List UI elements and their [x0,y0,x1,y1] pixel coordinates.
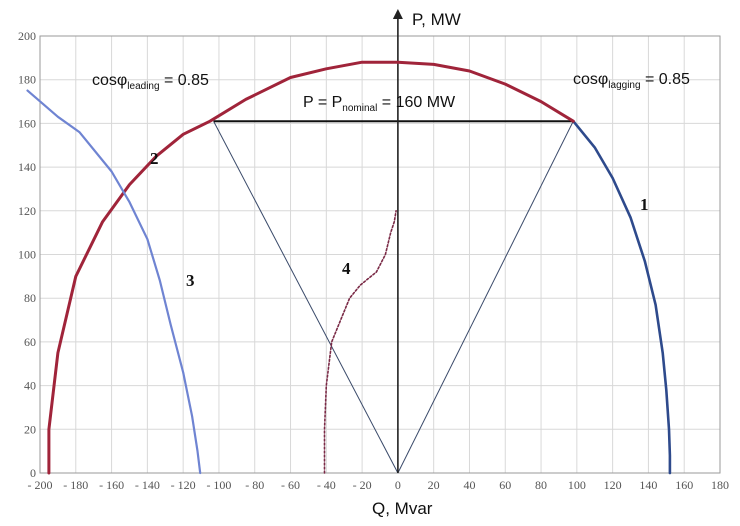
x-tick-label: - 200 [28,478,53,492]
curve-1 [571,119,672,475]
plot-frame [39,35,721,474]
x-tick-label: 0 [395,478,401,492]
y-tick-label: 100 [18,248,36,262]
x-tick-label: 20 [428,478,440,492]
x-tick-label: - 180 [63,478,88,492]
nominal-power-annotation: P = Pnominal = 160 MW [303,94,456,114]
y-tick-label: 180 [18,73,36,87]
cos-lagging-line [397,120,574,474]
curves [26,60,672,475]
y-tick-label: 20 [24,422,36,436]
curve-2 [47,60,575,475]
guide-lines [213,120,574,474]
y-tick-label: 140 [18,160,36,174]
x-tick-label: - 160 [99,478,124,492]
y-tick-label: 160 [18,116,36,130]
cos-leading-line [213,120,399,474]
x-tick-label: - 20 [353,478,372,492]
y-tick-label: 80 [24,291,36,305]
curve-label-4: 4 [342,259,351,278]
x-tick-label: 180 [711,478,729,492]
x-tick-label: 140 [639,478,657,492]
x-tick-label: 80 [535,478,547,492]
y-tick-label: 120 [18,204,36,218]
x-tick-label: 120 [604,478,622,492]
y-tick-labels: 0 20 40 60 80 100 120 140 160 180 200 [18,29,36,480]
y-tick-label: 200 [18,29,36,43]
curve-label-2: 2 [150,149,159,168]
x-tick-label: 100 [568,478,586,492]
curve-label-1: 1 [640,195,649,214]
y-tick-label: 40 [24,379,36,393]
x-axis-title: Q, Mvar [372,499,433,518]
x-tick-label: - 140 [135,478,160,492]
x-tick-label: 60 [499,478,511,492]
x-tick-label: - 120 [171,478,196,492]
x-tick-label: 40 [463,478,475,492]
x-tick-labels: - 200- 180- 160- 140- 120- 100- 80- 60- … [28,478,730,492]
x-tick-label: 160 [675,478,693,492]
curve-4 [323,210,397,474]
curve-3 [26,89,202,475]
x-tick-label: - 100 [206,478,231,492]
cos-lagging-annotation: cosφlagging = 0.85 [573,71,690,91]
x-tick-label: - 80 [245,478,264,492]
curve-label-3: 3 [186,271,195,290]
x-tick-label: - 40 [317,478,336,492]
x-tick-label: - 60 [281,478,300,492]
y-tick-label: 60 [24,335,36,349]
cos-leading-annotation: cosφleading = 0.85 [92,72,209,92]
y-axis-title: P, MW [412,10,461,29]
y-tick-label: 0 [30,466,36,480]
